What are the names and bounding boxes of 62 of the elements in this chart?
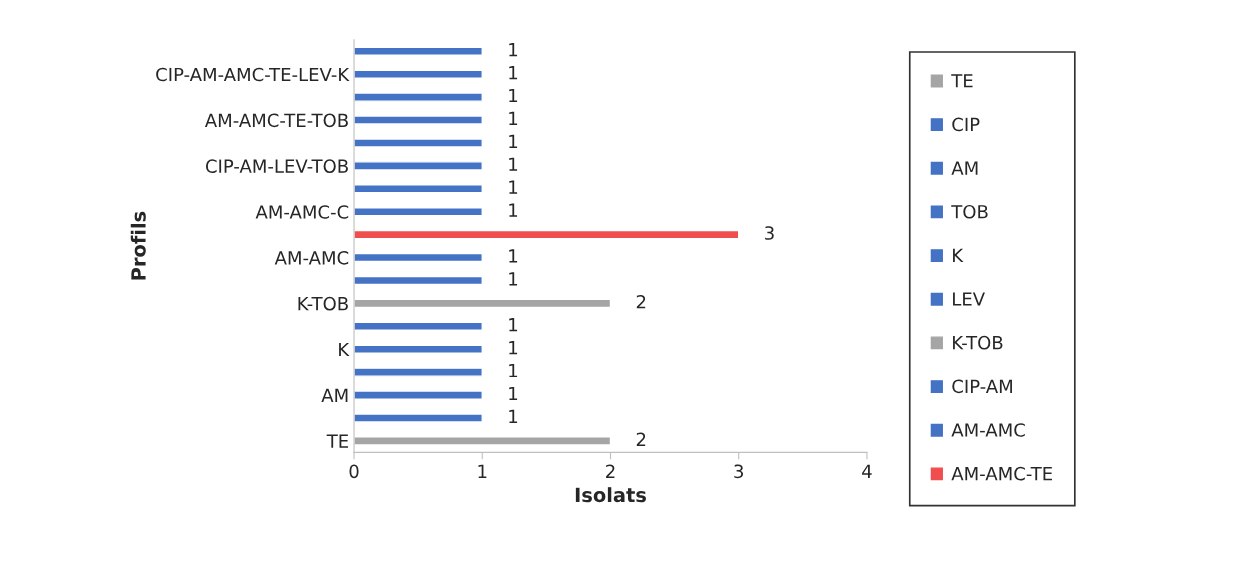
bar xyxy=(354,184,483,194)
y-tick-label: AM-AMC xyxy=(274,251,349,265)
y-tick-label: TE xyxy=(326,434,349,448)
data-label: 1 xyxy=(509,43,518,57)
data-label: 1 xyxy=(509,249,518,263)
bar xyxy=(354,344,483,354)
bar xyxy=(354,367,483,377)
data-label: 1 xyxy=(509,180,518,194)
legend-label: TOB xyxy=(951,204,988,219)
legend-label: AM-AMC xyxy=(951,423,1025,437)
bar xyxy=(354,413,483,423)
x-tick-label: 4 xyxy=(862,464,872,478)
bar xyxy=(354,46,483,56)
legend-label: CIP xyxy=(952,117,980,132)
data-label: 2 xyxy=(636,432,646,446)
data-label: 1 xyxy=(509,203,518,217)
x-tick-label: 1 xyxy=(478,464,487,478)
bar xyxy=(354,252,483,263)
y-tick-label: K-TOB xyxy=(298,296,348,311)
y-tick-label: AM xyxy=(321,388,348,402)
legend-label: AM xyxy=(951,161,978,175)
data-label: 1 xyxy=(509,134,518,148)
data-label: 1 xyxy=(509,157,518,171)
data-label: 1 xyxy=(509,272,518,286)
bar xyxy=(354,207,483,217)
legend-label: LEV xyxy=(953,292,985,306)
y-tick-label: AM-AMC-TE-TOB xyxy=(204,113,348,128)
legend-label: AM-AMC-TE xyxy=(951,466,1052,481)
data-label: 1 xyxy=(509,341,518,355)
legend-label: TE xyxy=(951,74,973,88)
legend-label: K-TOB xyxy=(953,335,1003,350)
bar xyxy=(354,138,483,148)
x-tick-label: 2 xyxy=(606,464,615,478)
bar xyxy=(354,298,612,309)
bar xyxy=(354,390,483,400)
data-label: 1 xyxy=(509,409,518,423)
bar xyxy=(354,436,612,446)
x-tick-label: 0 xyxy=(349,464,359,479)
data-label: 1 xyxy=(509,318,518,332)
x-tick-label: 3 xyxy=(734,464,744,479)
y-tick-label: CIP-AM-LEV-TOB xyxy=(205,159,348,173)
bar xyxy=(354,321,483,332)
bar xyxy=(354,161,483,171)
legend-label: CIP-AM xyxy=(952,379,1012,394)
y-tick-label: K xyxy=(339,342,350,357)
bar xyxy=(354,229,740,240)
legend-label: K xyxy=(953,248,964,262)
bar xyxy=(354,115,483,125)
bar xyxy=(354,92,483,102)
data-label: 3 xyxy=(765,226,774,240)
bar xyxy=(354,69,483,79)
x-axis-title: Isolats xyxy=(575,487,646,503)
data-label: 1 xyxy=(509,386,518,401)
y-tick-label: CIP-AM-AMC-TE-LEV-K xyxy=(156,67,350,82)
bar xyxy=(354,275,483,286)
y-axis-title: Profils xyxy=(130,211,146,280)
data-label: 1 xyxy=(509,88,518,103)
data-label: 1 xyxy=(509,363,518,378)
data-label: 1 xyxy=(509,111,518,126)
data-label: 2 xyxy=(636,294,646,309)
data-label: 1 xyxy=(509,66,518,80)
y-tick-label: AM-AMC-C xyxy=(255,205,349,219)
